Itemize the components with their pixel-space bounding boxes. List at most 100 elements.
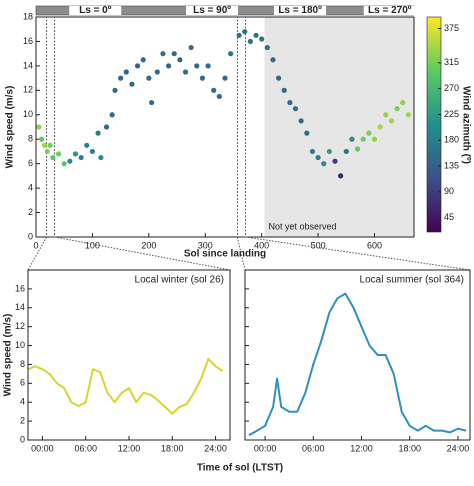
- y-tick-label: 14: [15, 302, 25, 312]
- zoom-window: [236, 16, 246, 238]
- data-point: [72, 151, 79, 157]
- data-point: [338, 173, 344, 179]
- zoom-connector: [245, 236, 471, 271]
- data-point: [383, 112, 389, 118]
- y-tick-label: 14: [23, 60, 33, 70]
- colorbar-tick-label: 375: [444, 23, 459, 33]
- data-point: [165, 63, 172, 69]
- data-point: [41, 142, 48, 148]
- zoom-connector: [27, 236, 48, 271]
- x-tick-label: 200: [141, 240, 156, 250]
- x-tick-label: 06:00: [302, 443, 325, 453]
- colorbar-tick-label: 180: [444, 135, 459, 145]
- y-tick-label: 2: [20, 415, 25, 425]
- data-point: [182, 69, 189, 75]
- x-tick-label: 600: [367, 240, 382, 250]
- data-point: [400, 99, 406, 106]
- data-point: [109, 112, 115, 118]
- data-point: [309, 148, 316, 155]
- wind-line: [27, 357, 224, 415]
- y-tick-label: 8: [20, 359, 25, 369]
- data-point: [134, 63, 141, 69]
- data-point: [253, 32, 259, 38]
- data-point: [242, 29, 248, 35]
- x-tick-label: 24:00: [447, 443, 470, 453]
- data-point: [216, 93, 222, 100]
- colorbar-tick-label: 90: [444, 186, 454, 196]
- data-point: [292, 106, 299, 112]
- x-tick-label: 500: [311, 240, 326, 250]
- y-tick-label: 10: [15, 340, 25, 350]
- data-point: [366, 130, 372, 136]
- season-label: Ls = 270º: [368, 5, 412, 16]
- data-point: [95, 130, 101, 136]
- zoom-connector: [236, 236, 246, 271]
- data-point: [160, 51, 166, 57]
- data-point: [211, 87, 217, 93]
- data-point: [343, 148, 349, 155]
- not-observed-region: [264, 17, 414, 237]
- y-tick-label: 0: [20, 434, 25, 444]
- y-tick-label: 12: [23, 85, 33, 95]
- annotation: Not yet observed: [268, 221, 336, 231]
- x-tick-label: 06:00: [74, 443, 97, 453]
- season-marker: [363, 6, 416, 15]
- data-point: [270, 57, 276, 63]
- data-point: [61, 161, 67, 167]
- data-point: [326, 148, 332, 155]
- x-tick-label: 100: [85, 240, 100, 250]
- colorbar-tick-label: 270: [444, 83, 459, 93]
- axes-frame: [27, 269, 231, 441]
- data-point: [298, 118, 304, 124]
- data-point: [123, 69, 129, 75]
- data-point: [371, 136, 378, 142]
- data-point: [287, 99, 293, 106]
- data-point: [236, 32, 242, 38]
- axes-frame: [35, 16, 415, 238]
- data-point: [78, 154, 84, 161]
- x-tick-label: 12:00: [118, 443, 141, 453]
- axes-frame: [244, 269, 471, 441]
- data-point: [171, 51, 177, 57]
- data-point: [129, 81, 135, 87]
- colorbar-tick-label: 135: [444, 160, 459, 170]
- annotation: Local summer (sol 364): [360, 275, 464, 286]
- season-label: Ls = 90º: [193, 5, 231, 16]
- data-point: [405, 112, 411, 118]
- y-tick-label: 0: [28, 231, 33, 241]
- data-point: [188, 44, 194, 51]
- x-axis-label: Time of sol (LTST): [197, 463, 283, 474]
- x-tick-label: 300: [198, 240, 213, 250]
- x-axis-label: Sol since landing: [184, 249, 266, 260]
- data-point: [140, 57, 146, 63]
- data-point: [321, 161, 327, 167]
- data-point: [228, 51, 234, 57]
- data-point: [199, 75, 206, 81]
- y-axis-label: Wind speed (m/s): [5, 86, 16, 169]
- data-point: [84, 142, 90, 148]
- data-point: [360, 136, 366, 142]
- data-point: [154, 69, 160, 75]
- data-point: [98, 154, 104, 161]
- data-point: [89, 148, 96, 155]
- y-tick-label: 4: [28, 182, 33, 192]
- y-tick-label: 6: [20, 378, 25, 388]
- data-point: [304, 130, 310, 136]
- data-point: [281, 87, 287, 93]
- colorbar-tick-label: 315: [444, 57, 459, 67]
- wind-line: [248, 292, 467, 437]
- x-tick-label: 00:00: [31, 443, 54, 453]
- data-point: [349, 136, 355, 142]
- y-tick-label: 16: [15, 283, 25, 293]
- colorbar-tick-label: 45: [444, 212, 454, 222]
- data-point: [39, 136, 45, 142]
- season-label: Ls = 180º: [278, 5, 322, 16]
- data-point: [47, 142, 53, 148]
- colorbar: [426, 16, 442, 233]
- annotation: Local winter (sol 26): [135, 275, 224, 286]
- colorbar-tick-label: 225: [444, 109, 459, 119]
- y-tick-label: 12: [15, 321, 25, 331]
- data-point: [377, 124, 383, 130]
- data-point: [118, 75, 124, 81]
- data-point: [264, 44, 270, 51]
